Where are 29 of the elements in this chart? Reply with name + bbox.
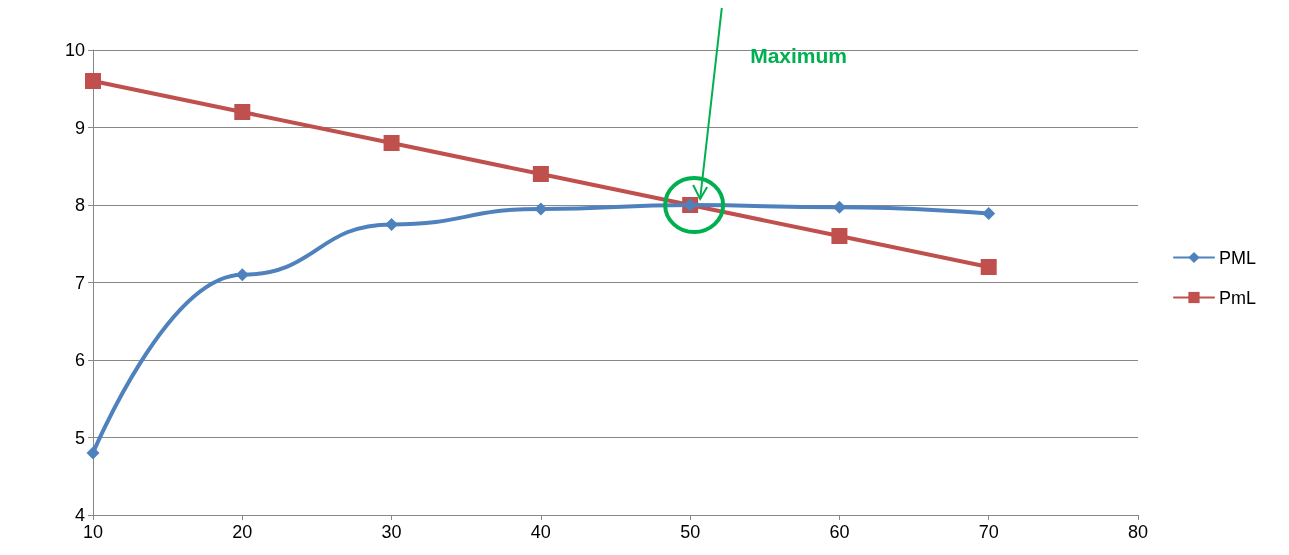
x-tick-label: 80 <box>1127 522 1149 542</box>
point <box>982 207 996 221</box>
x-tick-label: 70 <box>978 522 999 542</box>
y-tick-label: 9 <box>74 117 85 138</box>
point <box>534 202 548 216</box>
x-tick-label: 20 <box>232 522 253 542</box>
point <box>832 200 846 214</box>
annotation: Maximum <box>750 44 847 67</box>
point <box>85 73 101 89</box>
y-tick-label: 10 <box>64 40 85 60</box>
legend-label: PML <box>1218 247 1256 268</box>
y-tick-label: 6 <box>74 350 85 370</box>
legend-label: PmL <box>1218 287 1256 308</box>
point <box>234 104 251 120</box>
point <box>86 446 100 460</box>
point <box>383 135 400 151</box>
point <box>385 217 399 231</box>
point <box>532 166 549 182</box>
point <box>235 268 249 282</box>
x-tick-label: 50 <box>680 522 701 542</box>
x-tick-label: 30 <box>381 522 402 542</box>
y-tick-label: 4 <box>74 505 85 525</box>
x-tick-label: 60 <box>829 522 850 542</box>
y-tick-label: 5 <box>74 427 85 448</box>
point <box>980 259 997 275</box>
y-tick-label: 8 <box>74 195 85 215</box>
point <box>831 228 848 244</box>
y-tick-label: 7 <box>74 272 85 293</box>
x-tick-label: 40 <box>530 522 551 542</box>
